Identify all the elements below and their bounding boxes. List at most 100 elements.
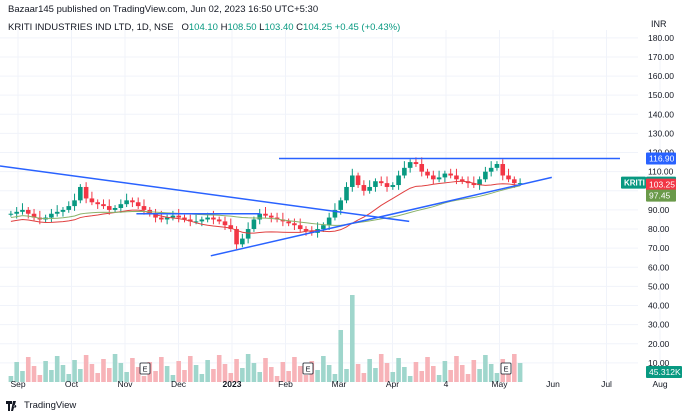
candle-body — [436, 177, 442, 180]
candle-body — [153, 213, 158, 218]
volume-bar — [442, 361, 448, 382]
volume-bar — [517, 363, 523, 382]
y-tick-label: 10.00 — [648, 358, 670, 368]
candle-body — [182, 217, 187, 220]
candle-body — [66, 206, 72, 210]
volume-bar — [390, 372, 396, 382]
y-tick-label: 140.00 — [648, 109, 674, 119]
candle-body — [95, 202, 100, 205]
volume-bar — [112, 354, 118, 382]
price-badge-label: 103.25 — [649, 180, 675, 190]
volume-badge — [646, 366, 682, 378]
x-tick-label: 4 — [444, 379, 449, 389]
volume-bar — [159, 357, 164, 382]
volume-bar — [124, 372, 129, 382]
volume-badge-label: 45.312K — [649, 367, 681, 377]
volume-bar — [153, 371, 158, 382]
candle-body — [413, 162, 419, 165]
volume-bar — [187, 356, 193, 382]
volume-bars — [8, 295, 523, 382]
candle-body — [454, 175, 459, 180]
volume-bar — [8, 376, 14, 382]
volume-bar — [402, 367, 407, 382]
earnings-event-label: E — [503, 365, 508, 374]
volume-bar — [49, 370, 54, 382]
volume-bar — [60, 365, 66, 382]
volume-bar — [228, 373, 234, 382]
candle-body — [135, 202, 141, 207]
candle-body — [361, 185, 367, 191]
footer-brand[interactable]: TradingView — [6, 400, 76, 411]
x-tick-label: Aug — [652, 379, 667, 389]
published-caption: Bazaar145 published on TradingView.com, … — [8, 4, 319, 15]
x-axis: Sep Oct Nov Dec 2023 Feb Mar Apr 4 May Jun Jul Aug — [10, 379, 667, 389]
volume-bar — [257, 372, 263, 382]
x-tick-label: Feb — [278, 379, 293, 389]
candle-body — [477, 179, 482, 186]
x-tick-label: Apr — [386, 379, 399, 389]
candle-body — [367, 186, 372, 191]
low-value: 103.40 — [264, 22, 294, 33]
volume-bar — [14, 362, 19, 382]
volume-bar — [344, 369, 349, 382]
candle-body — [240, 238, 245, 245]
currency-label: INR — [651, 19, 667, 29]
candle-body — [425, 171, 430, 176]
candle-body — [251, 219, 257, 230]
candle-body — [124, 200, 129, 205]
close-value: 104.25 — [303, 22, 333, 33]
y-tick-label: 170.00 — [648, 52, 674, 62]
open-label: O — [181, 22, 189, 33]
volume-bar — [245, 354, 251, 382]
candle-body — [471, 183, 477, 186]
high-label: H — [220, 22, 228, 33]
volume-bar — [193, 365, 199, 382]
high-value: 108.50 — [227, 22, 257, 33]
x-tick-label: Mar — [332, 379, 347, 389]
volume-bar — [89, 364, 95, 382]
trendline-rising-support — [210, 176, 552, 257]
volume-bar — [118, 363, 124, 382]
volume-bar — [106, 368, 112, 382]
x-tick-label: Dec — [171, 379, 187, 389]
candle-body — [14, 211, 19, 214]
volume-bar — [31, 366, 37, 382]
candle-body — [89, 198, 95, 203]
volume-bar — [83, 355, 89, 382]
y-tick-label: 40.00 — [648, 301, 670, 311]
volume-bar — [205, 360, 210, 382]
volume-bar — [350, 295, 355, 382]
candle-body — [390, 185, 396, 187]
price-badge-label: 97.45 — [649, 191, 671, 201]
candle-body — [459, 179, 465, 182]
price-badge-label: 116.90 — [649, 153, 675, 163]
candle-body — [31, 213, 37, 218]
x-tick-label: Sep — [10, 379, 25, 389]
price-badge-ma-red — [646, 178, 676, 191]
volume-bar — [297, 366, 303, 382]
x-tick-label: Jun — [546, 379, 560, 389]
candle-body — [500, 164, 506, 176]
grid-lines — [0, 30, 661, 382]
volume-bar — [37, 375, 43, 382]
candle-body — [60, 209, 66, 212]
candle-body — [326, 217, 332, 226]
volume-bar — [355, 364, 361, 382]
symbol-ohlc-line: KRITI INDUSTRIES IND LTD, 1D, NSE O104.1… — [8, 22, 400, 33]
earnings-event-label: E — [305, 365, 310, 374]
symbol-badge — [621, 176, 646, 189]
candle-body — [373, 181, 378, 187]
candle-body — [20, 209, 25, 212]
moving-averages — [10, 180, 521, 234]
volume-bar — [54, 356, 60, 382]
candle-body — [106, 206, 112, 210]
trendlines — [0, 157, 620, 257]
volume-bar — [222, 364, 228, 382]
candle-body — [350, 175, 355, 187]
candle-body — [396, 175, 401, 186]
x-tick-label: Nov — [117, 379, 133, 389]
volume-bar — [477, 369, 482, 382]
